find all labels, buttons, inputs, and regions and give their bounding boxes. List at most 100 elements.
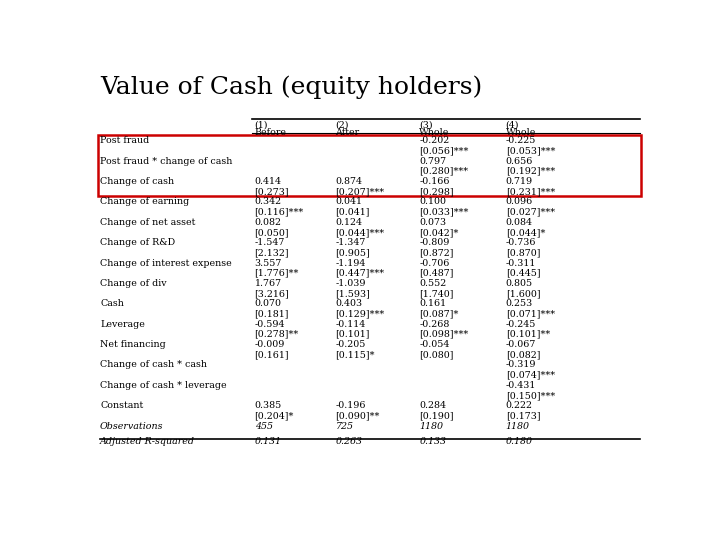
Text: Post fraud: Post fraud [100, 136, 149, 145]
Text: 0.096: 0.096 [505, 198, 533, 206]
Text: 1180: 1180 [505, 422, 530, 430]
Text: Change of cash * cash: Change of cash * cash [100, 360, 207, 369]
Text: (1): (1) [255, 120, 268, 130]
Text: Change of net asset: Change of net asset [100, 218, 195, 227]
Text: Change of R&D: Change of R&D [100, 238, 175, 247]
Text: Change of div: Change of div [100, 279, 166, 288]
Text: [0.231]***: [0.231]*** [505, 187, 555, 196]
Text: 3.557: 3.557 [255, 259, 282, 267]
Text: 0.070: 0.070 [255, 299, 282, 308]
Text: Observations: Observations [100, 422, 163, 430]
Text: -0.431: -0.431 [505, 381, 536, 390]
Text: (4): (4) [505, 120, 519, 130]
Text: -1.039: -1.039 [336, 279, 366, 288]
Text: Whole: Whole [419, 127, 449, 137]
Text: -0.202: -0.202 [419, 136, 449, 145]
Text: [0.080]: [0.080] [419, 350, 454, 359]
Text: [0.087]*: [0.087]* [419, 309, 459, 318]
Text: 455: 455 [255, 422, 273, 430]
Text: -0.054: -0.054 [419, 340, 449, 349]
Text: [0.905]: [0.905] [336, 248, 370, 257]
Text: [0.074]***: [0.074]*** [505, 370, 555, 380]
Text: Constant: Constant [100, 401, 143, 410]
Text: [0.173]: [0.173] [505, 411, 540, 420]
Text: Before: Before [255, 127, 287, 137]
Text: 0.084: 0.084 [505, 218, 533, 227]
Text: [1.740]: [1.740] [419, 289, 454, 298]
Text: 1.767: 1.767 [255, 279, 282, 288]
Text: 0.124: 0.124 [336, 218, 362, 227]
Text: 0.342: 0.342 [255, 198, 282, 206]
Text: [0.445]: [0.445] [505, 268, 540, 278]
Text: 0.656: 0.656 [505, 157, 533, 166]
Text: -0.196: -0.196 [336, 401, 366, 410]
Text: 0.719: 0.719 [505, 177, 533, 186]
Text: -0.245: -0.245 [505, 320, 536, 329]
Text: [0.161]: [0.161] [255, 350, 289, 359]
Text: [0.129]***: [0.129]*** [336, 309, 384, 318]
Text: [1.593]: [1.593] [336, 289, 370, 298]
Text: [0.207]***: [0.207]*** [336, 187, 384, 196]
Text: Post fraud * change of cash: Post fraud * change of cash [100, 157, 233, 166]
Text: -0.114: -0.114 [336, 320, 366, 329]
Text: 0.414: 0.414 [255, 177, 282, 186]
Text: 725: 725 [336, 422, 354, 430]
Text: 0.284: 0.284 [419, 401, 446, 410]
Text: -0.736: -0.736 [505, 238, 536, 247]
Text: Leverage: Leverage [100, 320, 145, 329]
Text: 0.073: 0.073 [419, 218, 446, 227]
Text: [0.044]***: [0.044]*** [336, 228, 384, 237]
Text: [0.098]***: [0.098]*** [419, 329, 469, 339]
Text: -0.319: -0.319 [505, 360, 536, 369]
Text: [3.216]: [3.216] [255, 289, 289, 298]
Text: [0.872]: [0.872] [419, 248, 454, 257]
Text: [1.776]**: [1.776]** [255, 268, 299, 278]
Text: (3): (3) [419, 120, 433, 130]
Text: -0.205: -0.205 [336, 340, 366, 349]
Text: 0.222: 0.222 [505, 401, 533, 410]
Text: 0.161: 0.161 [419, 299, 446, 308]
Text: [0.115]*: [0.115]* [336, 350, 375, 359]
Text: (2): (2) [336, 120, 349, 130]
Text: Change of cash * leverage: Change of cash * leverage [100, 381, 227, 390]
Text: [0.044]*: [0.044]* [505, 228, 545, 237]
Text: 0.100: 0.100 [419, 198, 446, 206]
Text: [0.071]***: [0.071]*** [505, 309, 555, 318]
Text: -0.706: -0.706 [419, 259, 449, 267]
Text: [0.101]**: [0.101]** [505, 329, 550, 339]
Text: [0.116]***: [0.116]*** [255, 207, 304, 217]
Text: [0.150]***: [0.150]*** [505, 391, 555, 400]
Text: [0.056]***: [0.056]*** [419, 146, 469, 156]
Text: [0.090]**: [0.090]** [336, 411, 380, 420]
Text: [0.027]***: [0.027]*** [505, 207, 555, 217]
Text: [0.190]: [0.190] [419, 411, 454, 420]
Text: [2.132]: [2.132] [255, 248, 289, 257]
Text: [0.204]*: [0.204]* [255, 411, 294, 420]
Text: [0.298]: [0.298] [419, 187, 454, 196]
Text: 0.133: 0.133 [419, 437, 446, 447]
Text: 0.082: 0.082 [255, 218, 282, 227]
Text: Change of cash: Change of cash [100, 177, 174, 186]
Text: 0.253: 0.253 [505, 299, 533, 308]
Text: [0.033]***: [0.033]*** [419, 207, 469, 217]
Text: [0.042]*: [0.042]* [419, 228, 459, 237]
Text: Change of earning: Change of earning [100, 198, 189, 206]
Text: [0.487]: [0.487] [419, 268, 454, 278]
Text: 1180: 1180 [419, 422, 444, 430]
Text: -0.268: -0.268 [419, 320, 449, 329]
Text: [0.280]***: [0.280]*** [419, 167, 468, 176]
Text: -0.809: -0.809 [419, 238, 449, 247]
Text: 0.041: 0.041 [336, 198, 362, 206]
Text: [0.181]: [0.181] [255, 309, 289, 318]
Text: -1.347: -1.347 [336, 238, 366, 247]
Text: Adjusted R-squared: Adjusted R-squared [100, 437, 195, 447]
Text: -0.166: -0.166 [419, 177, 450, 186]
Text: [1.600]: [1.600] [505, 289, 540, 298]
Text: [0.101]: [0.101] [336, 329, 370, 339]
Text: [0.041]: [0.041] [336, 207, 370, 217]
Text: 0.552: 0.552 [419, 279, 446, 288]
Text: -1.194: -1.194 [336, 259, 366, 267]
Text: -0.225: -0.225 [505, 136, 536, 145]
Text: Net financing: Net financing [100, 340, 166, 349]
Text: -0.594: -0.594 [255, 320, 285, 329]
